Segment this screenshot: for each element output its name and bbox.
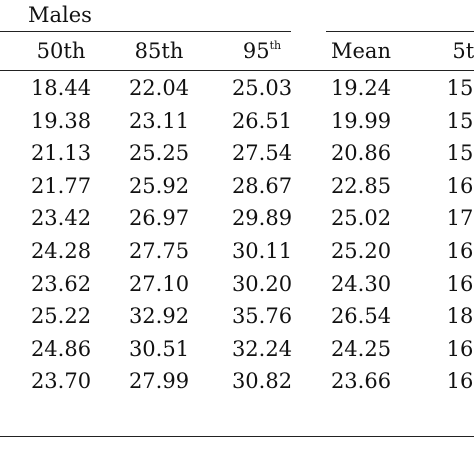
table-cell: 30.20 — [231, 271, 293, 296]
table-cell: 25.92 — [128, 173, 190, 198]
table-cell: 19.38 — [30, 108, 92, 133]
table-cell: 25.25 — [128, 141, 190, 166]
table-cell: 22.04 — [128, 76, 190, 100]
header-50th: 50th — [36, 39, 86, 63]
table-cell: 16.1 — [446, 369, 474, 394]
header-rule — [0, 70, 474, 71]
table-cell: 27.99 — [128, 369, 190, 394]
table-cell: 26.54 — [330, 304, 392, 329]
table-cell: 24.25 — [330, 336, 392, 361]
table-cell: 18.5 — [446, 304, 474, 329]
table-cell: 30.82 — [231, 369, 293, 394]
table-cell: 27.54 — [231, 141, 293, 166]
table-cell: 32.92 — [128, 304, 190, 329]
table-cell: 18.44 — [30, 76, 92, 100]
group-rule-left — [0, 31, 291, 32]
table-cell: 16.3 — [446, 173, 474, 198]
table-cell: 19.99 — [330, 108, 392, 133]
table-cell: 19.24 — [330, 76, 392, 100]
table-cell: 23.70 — [30, 369, 92, 394]
table-cell: 26.51 — [231, 108, 293, 133]
table-cell: 21.13 — [30, 141, 92, 166]
table-cell: 23.11 — [128, 108, 190, 133]
table-cell: 21.77 — [30, 173, 92, 198]
header-mean: Mean — [331, 39, 391, 63]
table-cell: 25.20 — [330, 239, 392, 263]
table-cell: 15.2 — [446, 141, 474, 166]
table-cell: 27.10 — [128, 271, 190, 296]
table-cell: 24.28 — [30, 239, 92, 263]
table-cell: 17.0 — [446, 206, 474, 231]
table-cell: 25.03 — [231, 76, 293, 100]
table-cell: 26.97 — [128, 206, 190, 231]
header-5th: 5th — [452, 39, 474, 63]
table-cell: 16.7 — [446, 239, 474, 263]
bottom-rule — [0, 436, 474, 437]
group-label-males: Males — [28, 3, 92, 27]
table-cell: 15.2 — [446, 108, 474, 133]
table-cell: 23.66 — [330, 369, 392, 394]
table-cell: 20.86 — [330, 141, 392, 166]
table-cell: 29.89 — [231, 206, 293, 231]
table-cell: 35.76 — [231, 304, 293, 329]
table-cell: 32.24 — [231, 336, 293, 361]
table-cell: 23.62 — [30, 271, 92, 296]
table-cell: 22.85 — [330, 173, 392, 198]
table-cell: 25.22 — [30, 304, 92, 329]
table-cell: 24.86 — [30, 336, 92, 361]
table-cell: 25.02 — [330, 206, 392, 231]
table-cell: 30.51 — [128, 336, 190, 361]
table-cell: 24.30 — [330, 271, 392, 296]
table-cell: 30.11 — [231, 239, 293, 263]
table-cell: 23.42 — [30, 206, 92, 231]
table-cell: 28.67 — [231, 173, 293, 198]
table-cell: 16.0 — [446, 271, 474, 296]
header-85th: 85th — [134, 39, 184, 63]
group-rule-right — [326, 31, 474, 32]
table-cell: 15.0 — [446, 76, 474, 100]
header-95th: 95th — [242, 39, 282, 63]
table-cell: 27.75 — [128, 239, 190, 263]
table-cell: 16.3 — [446, 336, 474, 361]
